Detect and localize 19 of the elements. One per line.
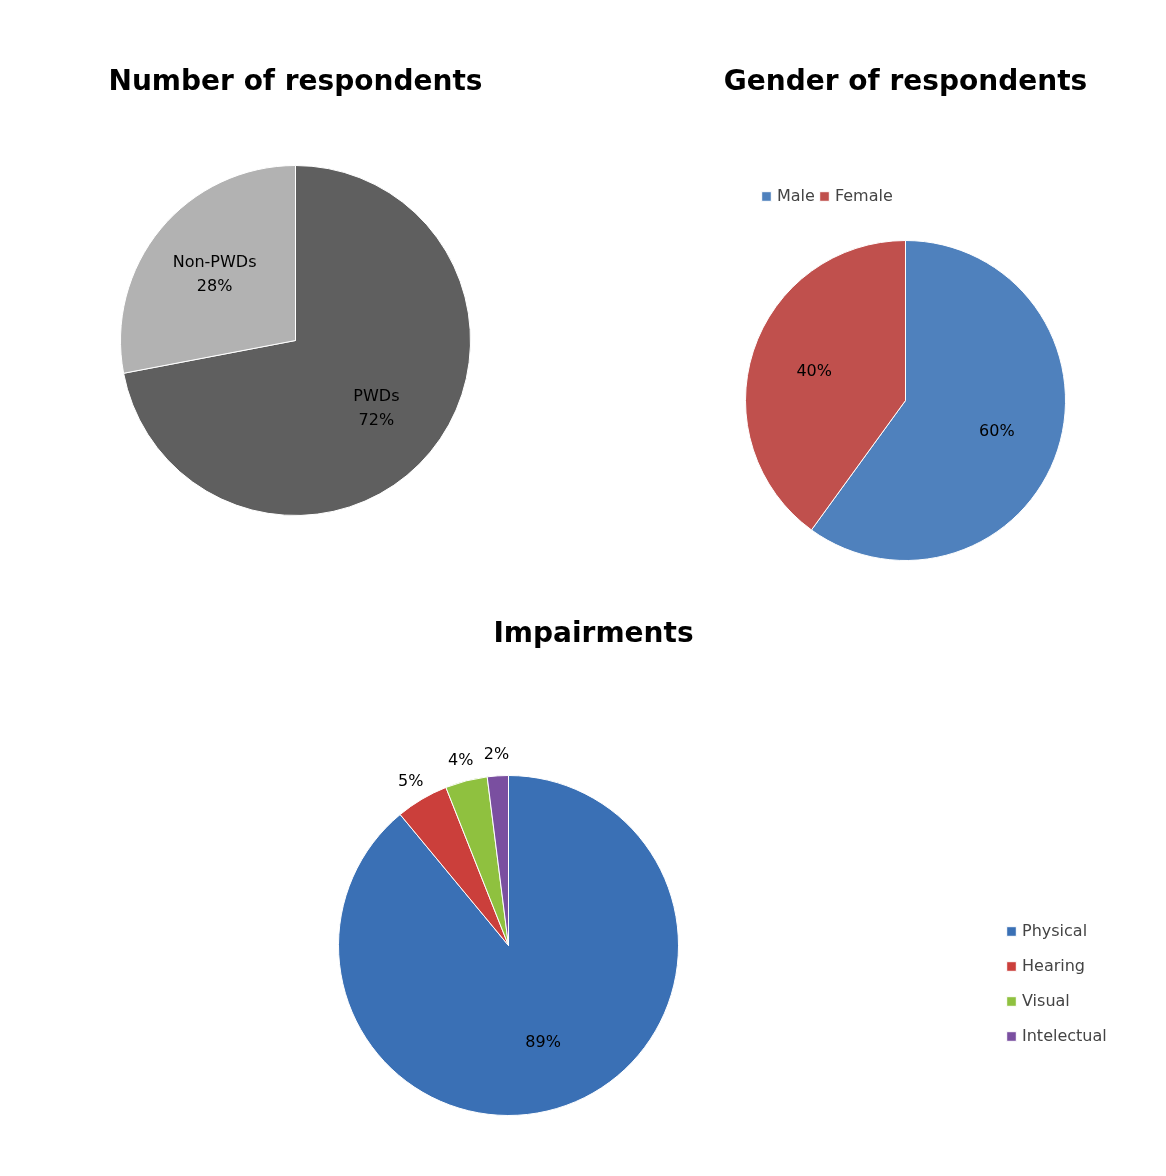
legend-label: Visual (1022, 991, 1070, 1010)
chart-title: Impairments (493, 616, 694, 649)
data-label: 60% (979, 420, 1015, 440)
legend-label: Intelectual (1022, 1026, 1107, 1045)
chart-title: Gender of respondents (723, 64, 1088, 97)
legend-label: Hearing (1022, 956, 1085, 975)
data-label: 5% (398, 770, 424, 790)
legend-label: Male (777, 186, 815, 205)
data-label: 89% (525, 1031, 561, 1051)
data-label: 40% (796, 361, 832, 381)
slice-label: Non-PWDs (172, 252, 257, 272)
data-label: 72% (358, 409, 395, 429)
legend-label: Physical (1022, 921, 1088, 940)
slice-label: PWDs (353, 385, 400, 405)
legend-label: Female (834, 186, 893, 205)
chart-title: Number of respondents (108, 64, 483, 97)
data-label: 28% (196, 276, 233, 296)
data-label: 4% (448, 750, 474, 770)
data-label: 2% (483, 744, 510, 764)
